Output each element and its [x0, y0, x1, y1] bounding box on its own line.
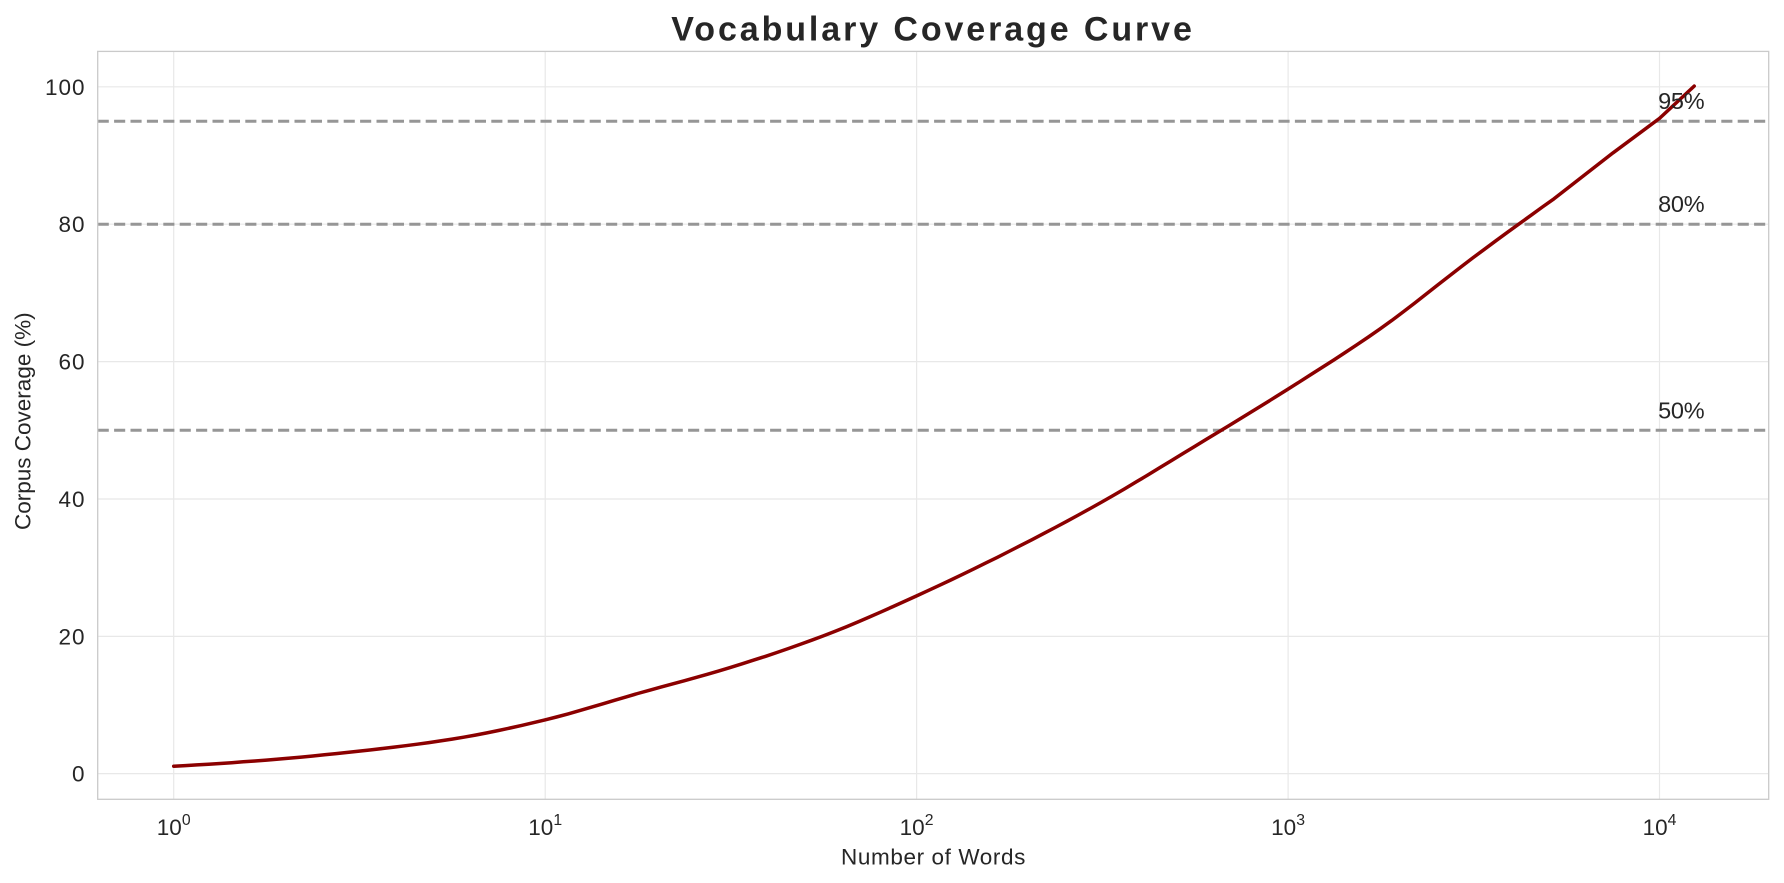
svg-text:Corpus Coverage (%): Corpus Coverage (%) [11, 312, 36, 530]
svg-text:40: 40 [58, 487, 85, 512]
svg-text:Vocabulary Coverage Curve: Vocabulary Coverage Curve [671, 11, 1195, 49]
svg-text:50%: 50% [1658, 397, 1705, 423]
svg-text:0: 0 [72, 762, 86, 787]
svg-text:20: 20 [58, 624, 85, 649]
svg-text:100: 100 [45, 75, 86, 100]
svg-text:80: 80 [58, 212, 85, 237]
svg-text:Number of Words: Number of Words [841, 844, 1026, 869]
svg-text:95%: 95% [1658, 88, 1705, 114]
svg-text:60: 60 [58, 350, 85, 375]
svg-text:80%: 80% [1658, 191, 1705, 217]
